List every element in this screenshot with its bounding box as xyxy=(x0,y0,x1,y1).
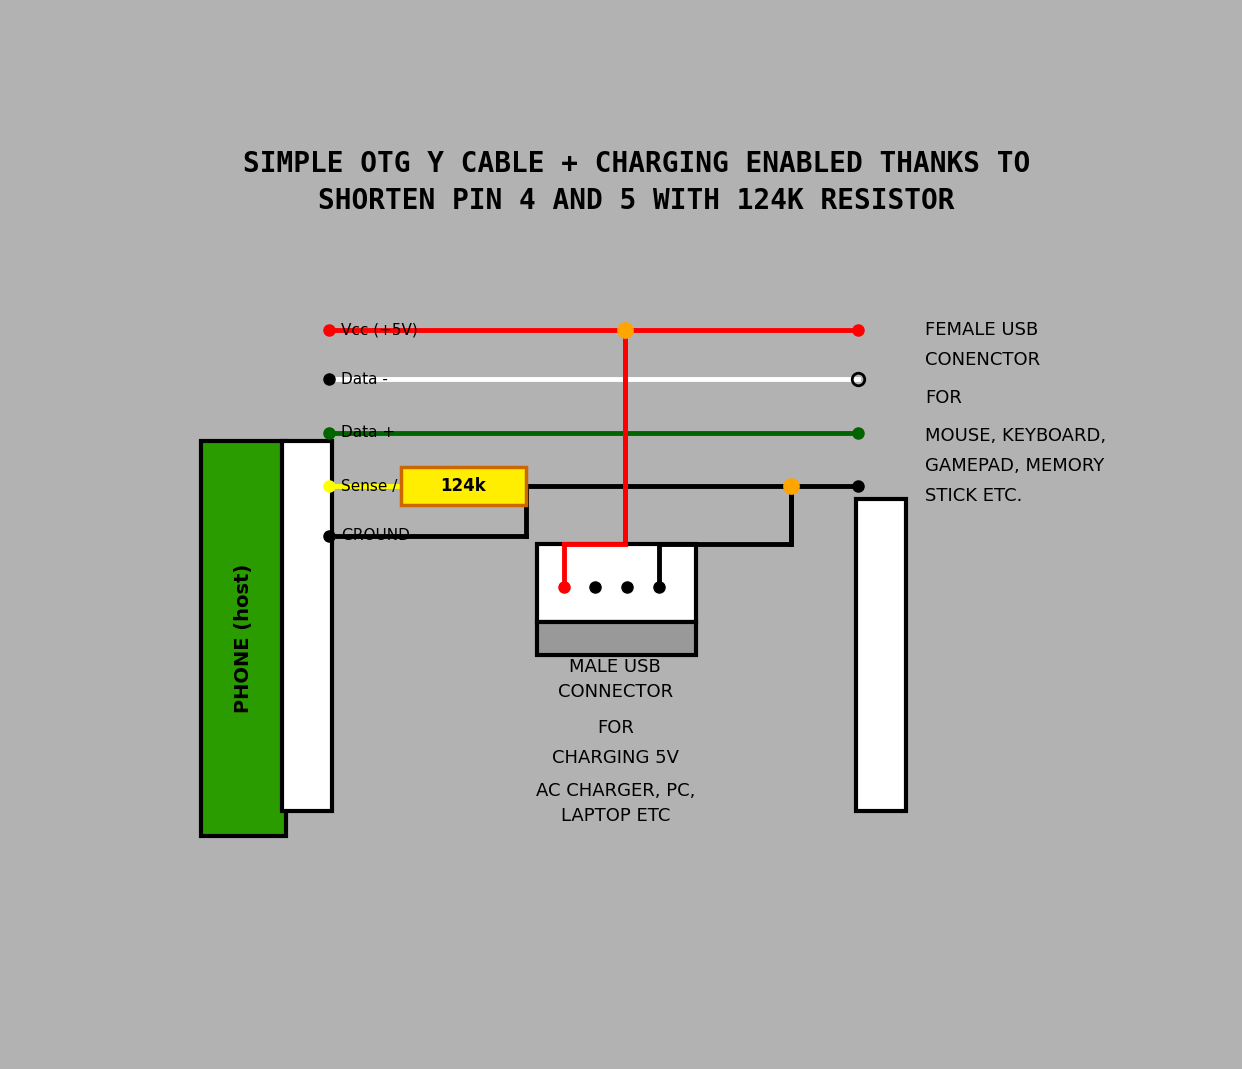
Text: GROUND: GROUND xyxy=(342,528,410,543)
Text: Vcc (+5V): Vcc (+5V) xyxy=(342,323,417,338)
Bar xyxy=(201,441,286,836)
Bar xyxy=(538,622,697,655)
Text: CHARGING 5V: CHARGING 5V xyxy=(551,749,679,766)
Text: AC CHARGER, PC,: AC CHARGER, PC, xyxy=(535,781,696,800)
Text: 124k: 124k xyxy=(441,478,486,495)
Text: FEMALE USB: FEMALE USB xyxy=(925,321,1038,339)
Text: Data -: Data - xyxy=(342,372,388,387)
Bar xyxy=(282,441,333,811)
Text: STICK ETC.: STICK ETC. xyxy=(925,487,1022,506)
Text: LAPTOP ETC: LAPTOP ETC xyxy=(560,807,669,824)
Text: Data +: Data + xyxy=(342,425,395,440)
Text: PHONE (host): PHONE (host) xyxy=(235,564,253,713)
Bar xyxy=(538,544,697,622)
Text: MOUSE, KEYBOARD,: MOUSE, KEYBOARD, xyxy=(925,428,1107,445)
Bar xyxy=(401,467,525,506)
Text: MALE USB: MALE USB xyxy=(570,659,661,677)
Bar xyxy=(856,498,907,811)
Text: SHORTEN PIN 4 AND 5 WITH 124K RESISTOR: SHORTEN PIN 4 AND 5 WITH 124K RESISTOR xyxy=(318,187,955,215)
Text: SIMPLE OTG Y CABLE + CHARGING ENABLED THANKS TO: SIMPLE OTG Y CABLE + CHARGING ENABLED TH… xyxy=(243,151,1030,179)
Text: GAMEPAD, MEMORY: GAMEPAD, MEMORY xyxy=(925,456,1104,475)
Text: CONENCTOR: CONENCTOR xyxy=(925,352,1041,370)
Text: FOR: FOR xyxy=(597,718,633,737)
Text: FOR: FOR xyxy=(925,389,963,407)
Text: Sense / ID: Sense / ID xyxy=(342,479,419,494)
Text: CONNECTOR: CONNECTOR xyxy=(558,683,673,701)
